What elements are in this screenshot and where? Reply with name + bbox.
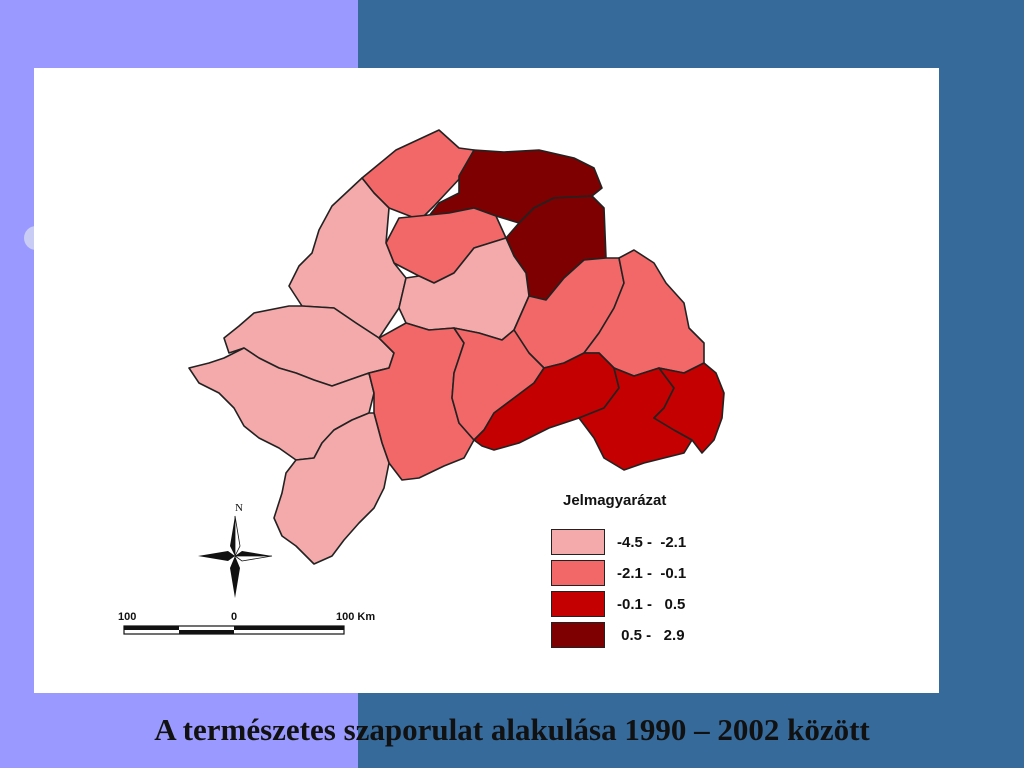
legend-swatch [551,622,605,648]
legend-label: -0.1 - 0.5 [617,596,686,613]
scale-label-zero: 0 [231,611,237,623]
legend-title: Jelmagyarázat [563,492,667,509]
bottom-left-background-block [0,694,86,768]
scale-label-right: 100 Km [336,611,375,623]
legend-swatch [551,529,605,555]
legend-label: -2.1 - -0.1 [617,565,687,582]
legend-item: 0.5 - 2.9 [551,622,751,650]
legend-item: -4.5 - -2.1 [551,529,751,557]
legend-swatch [551,560,605,586]
north-arrow-icon: N [198,502,273,598]
slide-caption: A természetes szaporulat alakulása 1990 … [154,712,870,747]
legend-swatch [551,591,605,617]
scale-bar: 100 0 100 Km [118,611,375,635]
legend-label: -4.5 - -2.1 [617,534,687,551]
north-label: N [235,502,243,514]
map-region [273,412,390,565]
scale-label-left: 100 [118,611,136,623]
map-region [653,362,725,454]
map-region [473,352,620,451]
legend-label: 0.5 - 2.9 [617,627,685,644]
legend-item: -2.1 - -0.1 [551,560,751,588]
map-panel: N 100 0 100 Km Jelmagyarázat -4.5 - -2.1… [34,68,939,693]
map-svg: N 100 0 100 Km [118,129,725,635]
legend-item: -0.1 - 0.5 [551,591,751,619]
